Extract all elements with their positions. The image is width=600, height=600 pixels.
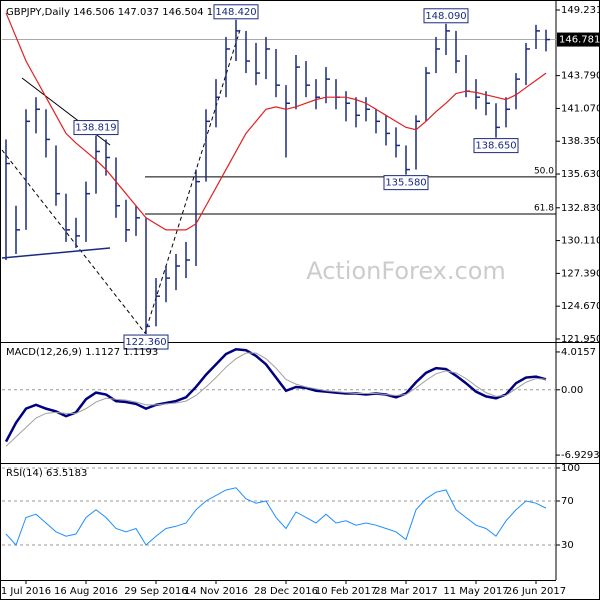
price-annotation: 122.360 <box>125 337 166 348</box>
y-tick-label: 127.390 <box>561 268 600 279</box>
y-tick-label: 130.110 <box>561 236 600 247</box>
fib-label: 61.8 <box>534 204 554 214</box>
price-annotation: 148.420 <box>215 7 256 18</box>
y-tick-label: 143.790 <box>561 71 600 82</box>
y-tick-label: 0.00 <box>561 385 583 396</box>
trendline <box>1 247 111 259</box>
y-tick-label: 141.070 <box>561 103 600 114</box>
panel-title: GBPJPY,Daily 146.506 147.037 146.504 146… <box>6 7 248 18</box>
watermark: ActionForex.com <box>306 257 506 285</box>
price-annotation: 135.580 <box>385 178 426 189</box>
fib-label: 50.0 <box>534 166 554 176</box>
x-tick-label: 28 Dec 2016 <box>254 586 318 597</box>
price-annotation: 138.650 <box>475 141 516 152</box>
series-line <box>4 347 547 443</box>
price-annotation-box <box>73 120 119 136</box>
trendline <box>1 29 241 335</box>
price-annotation: 138.819 <box>75 123 116 134</box>
y-tick-label: 132.830 <box>561 203 600 214</box>
price-annotation-box <box>473 138 519 154</box>
y-tick-label: 135.630 <box>561 169 600 180</box>
y-tick-label: 70 <box>561 496 574 507</box>
price-annotation-box <box>123 334 169 350</box>
y-tick-label: 121.950 <box>561 334 600 345</box>
x-tick-label: 1 Jul 2016 <box>1 586 51 597</box>
panel-title: MACD(12,26,9) 1.1127 1.1193 <box>6 347 158 358</box>
price-annotation: 148.090 <box>425 11 466 22</box>
x-tick-label: 11 May 2017 <box>443 586 508 597</box>
x-tick-label: 29 Sep 2016 <box>124 586 187 597</box>
x-tick-label: 10 Feb 2017 <box>315 586 377 597</box>
series-line <box>5 487 547 546</box>
price-annotation-box <box>423 8 469 24</box>
y-tick-label: -6.9293 <box>561 450 600 461</box>
x-tick-label: 26 Jun 2017 <box>506 586 566 597</box>
y-tick-label: 100 <box>561 463 580 474</box>
y-tick-label: 30 <box>561 540 574 551</box>
x-tick-label: 16 Aug 2016 <box>54 586 118 597</box>
x-tick-label: 14 Nov 2016 <box>184 586 248 597</box>
current-price-label: 146.781 <box>559 35 600 46</box>
y-tick-label: 4.0157 <box>561 347 596 358</box>
x-tick-label: 28 Mar 2017 <box>374 586 437 597</box>
series-line <box>5 12 547 231</box>
y-tick-label: 124.670 <box>561 301 600 312</box>
y-tick-label: 138.350 <box>561 136 600 147</box>
current-price-box <box>557 32 599 47</box>
series-line <box>5 352 547 447</box>
price-annotation-box <box>383 175 429 191</box>
price-annotation-box <box>213 4 259 20</box>
panel-title: RSI(14) 63.5183 <box>6 468 87 479</box>
y-tick-label: 149.231 <box>561 5 600 16</box>
